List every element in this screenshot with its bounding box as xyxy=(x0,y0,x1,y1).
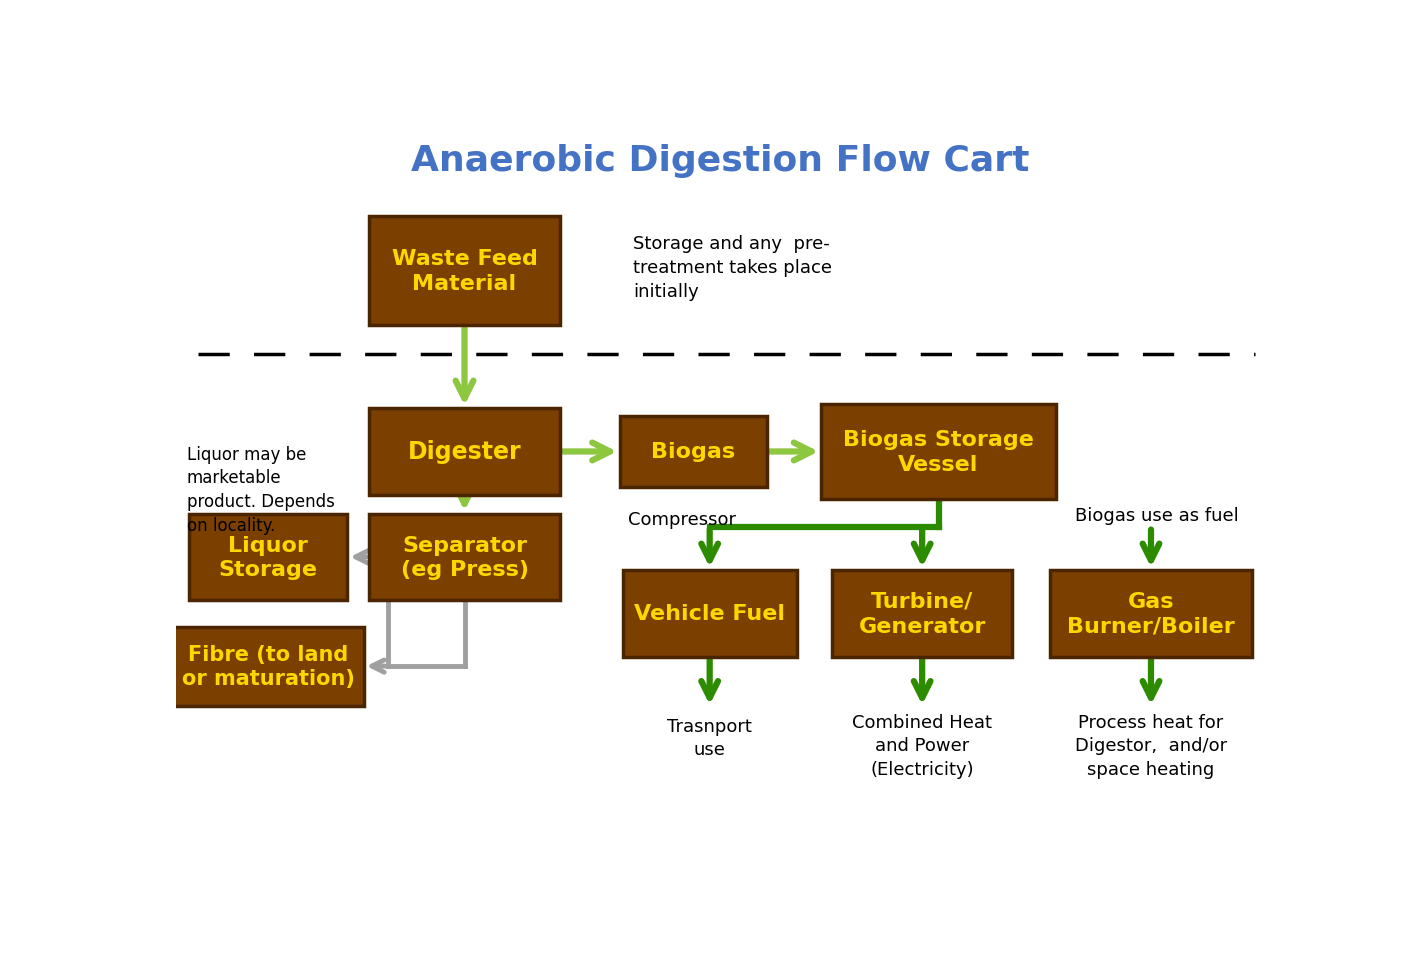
FancyBboxPatch shape xyxy=(370,408,560,495)
Text: Process heat for
Digestor,  and/or
space heating: Process heat for Digestor, and/or space … xyxy=(1076,713,1227,778)
Text: Gas
Burner/Boiler: Gas Burner/Boiler xyxy=(1067,591,1234,636)
Text: Separator
(eg Press): Separator (eg Press) xyxy=(401,535,529,579)
FancyBboxPatch shape xyxy=(370,217,560,326)
Text: Digester: Digester xyxy=(408,440,522,464)
Text: Anaerobic Digestion Flow Cart: Anaerobic Digestion Flow Cart xyxy=(412,144,1029,178)
Text: Biogas use as fuel: Biogas use as fuel xyxy=(1074,507,1239,525)
FancyBboxPatch shape xyxy=(821,405,1056,499)
Text: Fibre (to land
or maturation): Fibre (to land or maturation) xyxy=(181,644,354,689)
FancyBboxPatch shape xyxy=(832,571,1012,657)
FancyBboxPatch shape xyxy=(370,514,560,601)
Text: Liquor
Storage: Liquor Storage xyxy=(219,535,318,579)
FancyBboxPatch shape xyxy=(190,514,347,601)
Text: Compressor: Compressor xyxy=(628,511,735,529)
FancyBboxPatch shape xyxy=(173,627,364,706)
FancyBboxPatch shape xyxy=(1050,571,1251,657)
Text: Turbine/
Generator: Turbine/ Generator xyxy=(859,591,986,636)
FancyBboxPatch shape xyxy=(623,571,797,657)
Text: Storage and any  pre-
treatment takes place
initially: Storage and any pre- treatment takes pla… xyxy=(633,235,832,300)
Text: Trasnport
use: Trasnport use xyxy=(668,717,752,759)
Text: Vehicle Fuel: Vehicle Fuel xyxy=(634,604,785,623)
FancyBboxPatch shape xyxy=(620,416,766,488)
Text: Combined Heat
and Power
(Electricity): Combined Heat and Power (Electricity) xyxy=(852,713,993,778)
Text: Waste Feed
Material: Waste Feed Material xyxy=(391,249,537,294)
Text: Biogas: Biogas xyxy=(651,442,735,462)
Text: Liquor may be
marketable
product. Depends
on locality.: Liquor may be marketable product. Depend… xyxy=(187,446,335,534)
Text: Biogas Storage
Vessel: Biogas Storage Vessel xyxy=(844,430,1033,475)
